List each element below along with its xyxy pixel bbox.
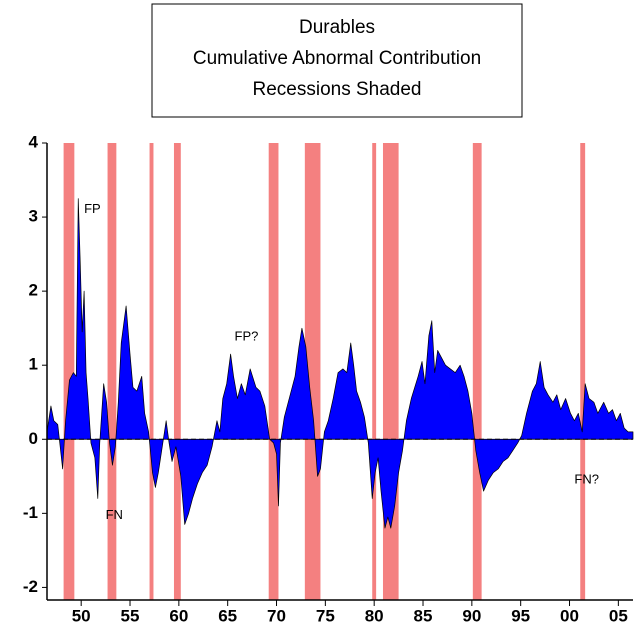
- chart-title: Cumulative Abnormal Contribution: [193, 48, 481, 69]
- recession-band: [382, 143, 399, 600]
- area: [46, 198, 634, 529]
- recession-band: [107, 143, 117, 600]
- recession-band: [304, 143, 321, 600]
- y-tick-label: -2: [23, 577, 38, 596]
- x-tick-label: 50: [72, 606, 91, 625]
- annotation: FP?: [235, 328, 259, 343]
- y-tick-label: 1: [29, 355, 38, 374]
- y-tick-label: 2: [29, 281, 38, 300]
- x-tick-label: 65: [218, 606, 237, 625]
- y-tick-label: 3: [29, 207, 38, 226]
- x-tick-label: 55: [121, 606, 140, 625]
- recession-band: [472, 143, 482, 600]
- x-tick-label: 85: [414, 606, 433, 625]
- chart-title: Recessions Shaded: [253, 79, 422, 100]
- recession-band: [268, 143, 279, 600]
- recession-band: [372, 143, 377, 600]
- x-tick-label: 95: [511, 606, 530, 625]
- recession-band: [580, 143, 586, 600]
- x-tick-label: 80: [365, 606, 384, 625]
- title-box: [151, 3, 523, 118]
- y-tick-label: 0: [29, 429, 38, 448]
- x-tick-label: 60: [169, 606, 188, 625]
- x-tick-label: 00: [560, 606, 579, 625]
- annotation: FP: [84, 201, 101, 216]
- annotation: FN?: [574, 471, 599, 486]
- x-tick-label: 75: [316, 606, 335, 625]
- annotation: FN: [106, 507, 123, 522]
- recession-band: [63, 143, 75, 600]
- x-tick-label: 05: [609, 606, 628, 625]
- y-tick-label: 4: [29, 132, 39, 151]
- recession-band: [149, 143, 154, 600]
- chart-title: Durables: [299, 17, 375, 38]
- x-tick-label: 90: [462, 606, 481, 625]
- y-tick-label: -1: [23, 503, 38, 522]
- x-tick-label: 70: [267, 606, 286, 625]
- recession-band: [173, 143, 181, 600]
